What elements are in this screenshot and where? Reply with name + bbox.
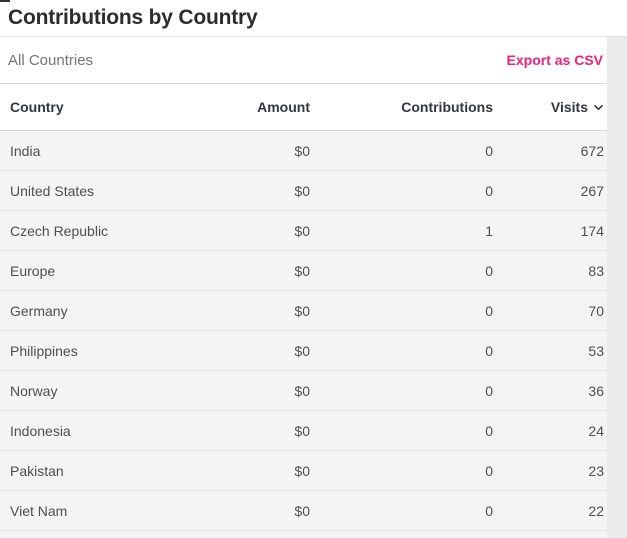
- column-header-country[interactable]: Country: [10, 99, 64, 115]
- contributions-panel: All Countries Export as CSV Country Amou…: [0, 37, 607, 538]
- cell-amount: $0: [294, 302, 310, 319]
- table-row: Norway $0 0 36: [0, 371, 607, 411]
- cell-amount: $0: [294, 422, 310, 439]
- cell-amount: $0: [294, 142, 310, 159]
- cell-contributions: 0: [485, 262, 493, 279]
- cell-contributions: 0: [485, 462, 493, 479]
- table-row: Europe $0 0 83: [0, 251, 607, 291]
- partial-element-artifact: [0, 0, 10, 2]
- cell-contributions: 1: [485, 222, 493, 239]
- table-row: India $0 0 672: [0, 131, 607, 171]
- cell-country: Pakistan: [10, 462, 64, 479]
- cell-visits: 53: [588, 342, 604, 359]
- cell-amount: $0: [294, 462, 310, 479]
- country-filter-label: All Countries: [8, 51, 94, 69]
- cell-amount: $0: [294, 262, 310, 279]
- cell-visits: 70: [588, 302, 604, 319]
- cell-country: Viet Nam: [10, 502, 68, 519]
- table-row: Germany $0 0 70: [0, 291, 607, 331]
- cell-amount: $0: [294, 502, 310, 519]
- table-body: India $0 0 672 United States $0 0 267 Czech Repu…: [0, 131, 607, 531]
- cell-country: Czech Republic: [10, 222, 109, 239]
- cell-country: Philippines: [10, 342, 78, 359]
- cell-country: Europe: [10, 262, 56, 279]
- cell-contributions: 0: [485, 502, 493, 519]
- cell-amount: $0: [294, 342, 310, 359]
- table-header-row: Country Amount Contributions Visits: [0, 84, 607, 131]
- cell-country: United States: [10, 182, 95, 199]
- cell-visits: 174: [580, 222, 604, 239]
- partial-table-row: [0, 531, 607, 538]
- cell-visits: 267: [580, 182, 604, 199]
- table-row: Pakistan $0 0 23: [0, 451, 607, 491]
- table-row: Czech Republic $0 1 174: [0, 211, 607, 251]
- cell-visits: 23: [588, 462, 604, 479]
- cell-amount: $0: [294, 382, 310, 399]
- cell-contributions: 0: [485, 142, 493, 159]
- table-row: United States $0 0 267: [0, 171, 607, 211]
- cell-visits: 36: [588, 382, 604, 399]
- cell-visits: 24: [588, 422, 604, 439]
- cell-amount: $0: [294, 182, 310, 199]
- cell-contributions: 0: [485, 342, 493, 359]
- cell-contributions: 0: [485, 302, 493, 319]
- cell-visits: 672: [580, 142, 604, 159]
- column-header-contributions[interactable]: Contributions: [401, 99, 493, 115]
- page-title: Contributions by Country: [8, 6, 258, 29]
- table-row: Viet Nam $0 0 22: [0, 491, 607, 531]
- cell-country: Norway: [10, 382, 58, 399]
- cell-contributions: 0: [485, 422, 493, 439]
- export-csv-button[interactable]: Export as CSV: [506, 52, 603, 68]
- column-header-visits[interactable]: Visits: [493, 99, 604, 116]
- cell-visits: 22: [588, 502, 604, 519]
- cell-amount: $0: [294, 222, 310, 239]
- table-row: Philippines $0 0 53: [0, 331, 607, 371]
- cell-visits: 83: [588, 262, 604, 279]
- chevron-down-icon: [593, 100, 604, 116]
- table-toolbar: All Countries Export as CSV: [0, 37, 607, 84]
- cell-country: India: [10, 142, 41, 159]
- column-header-amount[interactable]: Amount: [257, 99, 310, 115]
- cell-country: Indonesia: [10, 422, 71, 439]
- title-bar: Contributions by Country: [0, 0, 627, 37]
- cell-contributions: 0: [485, 382, 493, 399]
- cell-contributions: 0: [485, 182, 493, 199]
- cell-country: Germany: [10, 302, 68, 319]
- table-row: Indonesia $0 0 24: [0, 411, 607, 451]
